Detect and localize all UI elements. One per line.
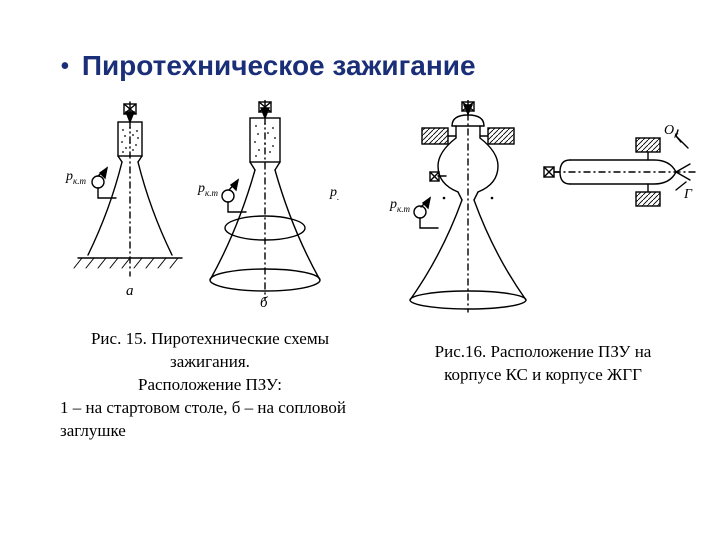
figure-15: pк.т а xyxy=(60,100,360,443)
fig15-caption-l3: 1 – на стартовом столе, б – на сопловой xyxy=(60,397,360,420)
heading-row: • Пиротехническое зажигание xyxy=(60,50,680,82)
fig15-caption-l1: Рис. 15. Пиротехнические схемы зажигания… xyxy=(60,328,360,374)
figure-15-diagram: pк.т а xyxy=(60,100,360,310)
page-heading: Пиротехническое зажигание xyxy=(82,50,476,82)
fig15b-label: б xyxy=(260,295,268,310)
fig16-caption-l2: корпусе КС и корпусе ЖГГ xyxy=(388,364,698,387)
fig16-G-label: Г xyxy=(683,187,693,202)
fig16-caption-l1: Рис.16. Расположение ПЗУ на xyxy=(388,341,698,364)
figure-16-caption: Рис.16. Расположение ПЗУ на корпусе КС и… xyxy=(388,341,698,387)
fig16-group: pк.т xyxy=(389,100,696,312)
fig15b-p-label: pк.т xyxy=(197,181,218,198)
fig15-variant-b: pк.т p. б xyxy=(197,100,339,310)
bullet-icon: • xyxy=(60,53,70,81)
fig16-jgg: Ок Г xyxy=(544,123,696,206)
page: • Пиротехническое зажигание xyxy=(0,0,720,540)
fig16-kc: pк.т xyxy=(389,100,526,312)
fig15-group: pк.т а xyxy=(65,100,339,310)
fig15-variant-a: pк.т а xyxy=(65,102,182,299)
figures-row: pк.т а xyxy=(60,100,680,443)
fig15a-label: а xyxy=(126,283,134,299)
figure-15-caption: Рис. 15. Пиротехнические схемы зажигания… xyxy=(60,328,360,443)
fig15-caption-l4: заглушке xyxy=(60,420,360,443)
figure-16: pк.т xyxy=(388,100,698,387)
fig15b-rhs-label: p. xyxy=(329,185,339,202)
fig15-caption-l2: Расположение ПЗУ: xyxy=(60,374,360,397)
fig15a-p-label: pк.т xyxy=(65,169,86,186)
figure-16-diagram: pк.т xyxy=(388,100,698,315)
fig16-p-label: pк.т xyxy=(389,197,410,214)
